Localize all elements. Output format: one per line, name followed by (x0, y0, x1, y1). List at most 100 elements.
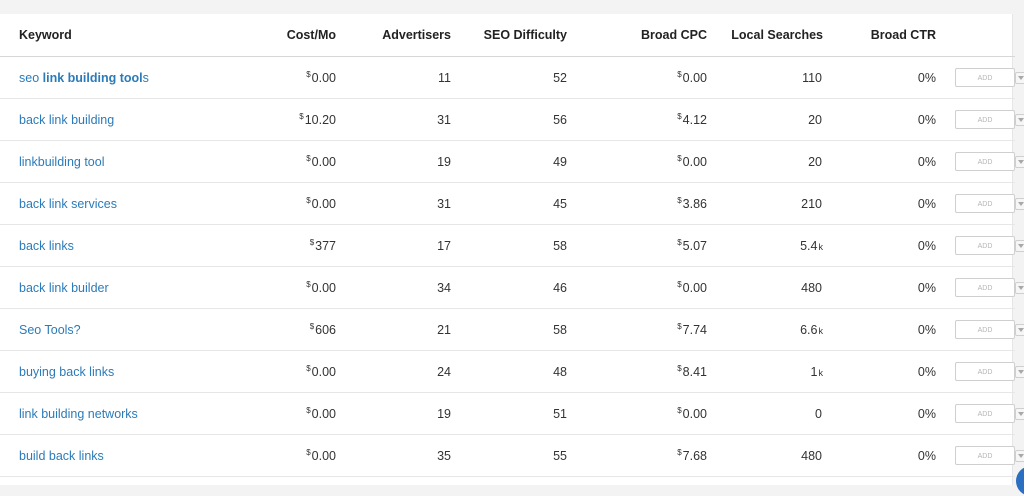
cost-value: 0.00 (311, 407, 336, 421)
add-cell: ADD (936, 266, 1015, 309)
local-searches-cell: 110 (707, 56, 823, 99)
broad-cpc-cell: $3.86 (567, 182, 707, 225)
broad-ctr-cell: 0% (823, 392, 936, 435)
chevron-down-icon[interactable] (1015, 72, 1024, 85)
local-searches-suffix: k (818, 325, 824, 336)
add-cell: ADD (936, 308, 1015, 351)
cost-value: 0.00 (311, 449, 336, 463)
table-row: back links $377 17 58 $5.07 5.4k 0% ADD (0, 224, 1024, 267)
keyword-text-tail: s (142, 70, 149, 85)
cost-value: 10.20 (304, 113, 336, 127)
keyword-link[interactable]: seo link building tools (0, 56, 215, 99)
advertisers-cell: 31 (336, 182, 451, 225)
chevron-down-icon[interactable] (1015, 366, 1024, 379)
local-searches-suffix: k (818, 367, 824, 378)
cost-value: 0.00 (311, 197, 336, 211)
header-cost[interactable]: Cost/Mo (215, 14, 336, 57)
local-searches-value: 110 (802, 70, 822, 85)
chevron-down-icon[interactable] (1015, 240, 1024, 253)
add-cell: ADD (936, 434, 1015, 477)
add-button[interactable]: ADD (955, 446, 1015, 465)
local-searches-value: 20 (808, 112, 822, 127)
header-seo-difficulty[interactable]: SEO Difficulty (451, 14, 567, 57)
currency-symbol: $ (306, 70, 311, 79)
add-cell: ADD (936, 392, 1015, 435)
broad-ctr-cell: 0% (823, 140, 936, 183)
broad-ctr-cell: 0% (823, 98, 936, 141)
currency-symbol: $ (677, 238, 682, 247)
cost-cell: $606 (215, 308, 336, 351)
add-button[interactable]: ADD (955, 152, 1015, 171)
add-button[interactable]: ADD (955, 278, 1015, 297)
keyword-match-highlight: link building tool (42, 70, 143, 85)
local-searches-cell: 210 (707, 182, 823, 225)
header-local-searches[interactable]: Local Searches (707, 14, 823, 57)
local-searches-value: 1 (810, 364, 818, 379)
keyword-link[interactable]: back link builder (0, 266, 215, 309)
seo-difficulty-cell: 45 (451, 182, 567, 225)
add-button[interactable]: ADD (955, 362, 1015, 381)
keyword-text: back links (19, 238, 74, 253)
add-button[interactable]: ADD (955, 68, 1015, 87)
chevron-down-icon[interactable] (1015, 282, 1024, 295)
cost-value: 0.00 (311, 155, 336, 169)
advertisers-cell: 19 (336, 140, 451, 183)
broad-cpc-cell: $0.00 (567, 140, 707, 183)
cost-cell: $0.00 (215, 182, 336, 225)
keyword-link[interactable]: build back links (0, 434, 215, 477)
currency-symbol: $ (306, 196, 311, 205)
table-header-row: Keyword Cost/Mo Advertisers SEO Difficul… (0, 14, 1015, 57)
chat-icon[interactable] (1016, 466, 1024, 496)
add-button[interactable]: ADD (955, 320, 1015, 339)
chevron-down-icon[interactable] (1015, 408, 1024, 421)
seo-difficulty-cell: 52 (451, 56, 567, 99)
chevron-down-icon[interactable] (1015, 450, 1024, 463)
header-advertisers[interactable]: Advertisers (336, 14, 451, 57)
cpc-value: 3.86 (682, 197, 707, 211)
currency-symbol: $ (299, 112, 304, 121)
advertisers-cell: 34 (336, 266, 451, 309)
table-body: seo link building tools $0.00 11 52 $0.00 110… (0, 56, 1024, 477)
cpc-value: 0.00 (682, 71, 707, 85)
keyword-link[interactable]: buying back links (0, 350, 215, 393)
chevron-down-icon[interactable] (1015, 114, 1024, 127)
keyword-text: back link builder (19, 280, 109, 295)
add-button[interactable]: ADD (955, 194, 1015, 213)
currency-symbol: $ (306, 406, 311, 415)
seo-difficulty-cell: 51 (451, 392, 567, 435)
keyword-text: back link building (19, 112, 115, 127)
keyword-link[interactable]: back link services (0, 182, 215, 225)
advertisers-cell: 35 (336, 434, 451, 477)
cpc-value: 0.00 (682, 155, 707, 169)
header-keyword[interactable]: Keyword (0, 14, 215, 57)
broad-cpc-cell: $0.00 (567, 392, 707, 435)
keyword-table: Keyword Cost/Mo Advertisers SEO Difficul… (0, 14, 1024, 477)
chevron-down-icon[interactable] (1015, 156, 1024, 169)
keyword-link[interactable]: link building networks (0, 392, 215, 435)
table-row: back link builder $0.00 34 46 $0.00 480 0% ADD (0, 266, 1024, 309)
add-button[interactable]: ADD (955, 404, 1015, 423)
keyword-link[interactable]: linkbuilding tool (0, 140, 215, 183)
chevron-down-icon[interactable] (1015, 324, 1024, 337)
table-row: back link services $0.00 31 45 $3.86 210 0% ADD (0, 182, 1024, 225)
chevron-down-icon[interactable] (1015, 198, 1024, 211)
keyword-link[interactable]: Seo Tools? (0, 308, 215, 351)
broad-ctr-cell: 0% (823, 350, 936, 393)
seo-difficulty-cell: 58 (451, 224, 567, 267)
cost-value: 0.00 (311, 365, 336, 379)
keyword-link[interactable]: back link building (0, 98, 215, 141)
cpc-value: 5.07 (682, 239, 707, 253)
seo-difficulty-cell: 58 (451, 308, 567, 351)
add-button[interactable]: ADD (955, 236, 1015, 255)
cost-value: 377 (315, 239, 336, 253)
keyword-link[interactable]: back links (0, 224, 215, 267)
advertisers-cell: 11 (336, 56, 451, 99)
local-searches-value: 480 (801, 448, 822, 463)
cost-value: 606 (315, 323, 336, 337)
header-broad-ctr[interactable]: Broad CTR (823, 14, 936, 57)
broad-ctr-cell: 0% (823, 182, 936, 225)
header-broad-cpc[interactable]: Broad CPC (567, 14, 707, 57)
broad-cpc-cell: $5.07 (567, 224, 707, 267)
header-add (936, 14, 1015, 57)
add-button[interactable]: ADD (955, 110, 1015, 129)
